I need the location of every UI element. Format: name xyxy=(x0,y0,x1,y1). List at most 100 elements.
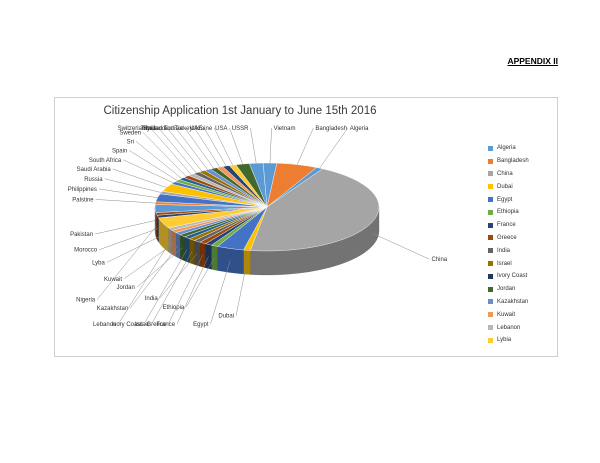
legend-swatch xyxy=(488,286,493,292)
leader-line xyxy=(142,132,187,177)
leader-line xyxy=(250,127,257,164)
pie-side-dubai xyxy=(243,249,251,275)
legend-item: Lybia xyxy=(488,334,558,347)
leader-line xyxy=(184,127,214,169)
leader-line xyxy=(158,127,197,173)
leader-line xyxy=(176,256,209,325)
data-label-trinidad-and: Trinidad and xyxy=(141,126,174,132)
data-label-syria: Syria xyxy=(143,126,157,132)
data-label-kazakhstan: Kazakhstan xyxy=(97,306,128,312)
leader-line xyxy=(118,241,171,325)
legend-label: Bangladesh xyxy=(497,158,529,165)
pie-side-kazakhstan xyxy=(175,232,181,259)
pie-side-egypt xyxy=(217,246,244,275)
pie-side-lebanon xyxy=(168,227,173,255)
data-label-switzerland: Switzerland xyxy=(118,126,149,132)
legend-swatch xyxy=(488,209,493,215)
legend-item: Kazakhstan xyxy=(488,296,558,309)
data-label-sweden: Sweden xyxy=(119,130,141,136)
chart-legend: Algeria Bangladesh China Dubai Egypt Ethiopia… xyxy=(488,142,558,347)
legend-item: Ivory Coast xyxy=(488,270,558,283)
legend-label: Jordan xyxy=(497,286,516,293)
data-label-ethiopia: Ethiopia xyxy=(163,305,185,311)
data-label-philippines: Philippines xyxy=(68,187,97,193)
pie-side-israel xyxy=(189,238,195,265)
leader-line xyxy=(150,127,192,175)
legend-item: Lebanon xyxy=(488,321,558,334)
data-label-ukraine: Ukraine xyxy=(191,126,212,132)
legend-label: France xyxy=(497,222,516,229)
leader-line xyxy=(98,188,158,199)
legend-swatch xyxy=(488,261,493,267)
legend-label: Algeria xyxy=(497,145,516,152)
legend-label: Ivory Coast xyxy=(497,273,528,280)
legend-item: Greece xyxy=(488,232,558,245)
data-label-ussr: USSR xyxy=(232,126,249,132)
leader-line xyxy=(151,251,193,325)
leader-line xyxy=(99,228,158,250)
data-label-ivory-coast: Ivory Coast xyxy=(112,322,143,328)
legend-item: France xyxy=(488,219,558,232)
data-label-algeria: Algeria xyxy=(350,126,369,132)
pie-top xyxy=(154,162,380,252)
leader-line xyxy=(166,127,203,172)
data-label-dubai: Dubai xyxy=(218,314,234,320)
data-label-russia: Russia xyxy=(84,177,103,183)
leader-line xyxy=(106,234,163,263)
leader-line xyxy=(269,127,272,164)
leader-line xyxy=(136,247,183,288)
legend-label: Kuwait xyxy=(497,311,516,318)
leader-line xyxy=(129,150,178,181)
legend-swatch xyxy=(488,235,493,241)
data-label-saudi-arabia: Saudi Arabia xyxy=(77,167,112,173)
data-label-spain: Spain xyxy=(112,148,127,154)
data-label-palstine: Palstine xyxy=(72,197,94,203)
data-label-israel: Israel xyxy=(135,322,150,328)
leader-line xyxy=(319,127,348,169)
data-label-pakistan: Pakistan xyxy=(70,232,93,238)
legend-label: Lebanon xyxy=(497,324,521,331)
data-label-greece: Greece xyxy=(147,322,167,328)
data-label-tunisia: Tunisia xyxy=(164,126,184,132)
legend-item: Dubai xyxy=(488,180,558,193)
leader-line xyxy=(229,127,243,165)
legend-item: Kuwait xyxy=(488,308,558,321)
legend-swatch xyxy=(488,325,493,331)
leader-line xyxy=(104,178,162,193)
legend-swatch xyxy=(488,248,493,254)
data-label-vietnam: Vietnam xyxy=(274,126,296,132)
legend-item: China xyxy=(488,168,558,181)
legend-swatch xyxy=(488,312,493,318)
legend-swatch xyxy=(488,197,493,203)
leader-line xyxy=(129,245,179,309)
leader-line xyxy=(135,141,182,179)
data-label-bangladesh: Bangladesh xyxy=(315,126,347,132)
pie-side-nigeria xyxy=(155,212,158,240)
data-label-usa: USA xyxy=(215,126,227,132)
leader-line xyxy=(210,260,231,325)
legend-item: Israel xyxy=(488,257,558,270)
leader-line xyxy=(186,257,215,308)
appendix-heading: APPENDIX II xyxy=(507,56,558,66)
legend-swatch xyxy=(488,145,493,151)
legend-item: Jordan xyxy=(488,283,558,296)
pie-side-greece xyxy=(199,242,206,268)
legend-swatch xyxy=(488,337,493,343)
pie-side-france xyxy=(205,243,212,270)
data-label-thailand: Thailand xyxy=(142,126,165,132)
legend-swatch xyxy=(488,273,493,279)
legend-swatch xyxy=(488,222,493,228)
legend-label: Egypt xyxy=(497,196,513,203)
data-label-china: China xyxy=(431,257,447,263)
pie-slice-ussr xyxy=(249,162,268,208)
legend-swatch xyxy=(488,158,493,164)
legend-label: China xyxy=(497,170,513,177)
data-label-south-africa: South Africa xyxy=(89,158,122,164)
leader-line xyxy=(296,127,314,165)
data-label-lybia: Lyba xyxy=(92,260,105,266)
chart-title: Citizenship Application 1st January to J… xyxy=(103,105,377,117)
legend-label: Dubai xyxy=(497,183,513,190)
leader-line xyxy=(95,220,156,235)
leader-line xyxy=(175,127,208,170)
